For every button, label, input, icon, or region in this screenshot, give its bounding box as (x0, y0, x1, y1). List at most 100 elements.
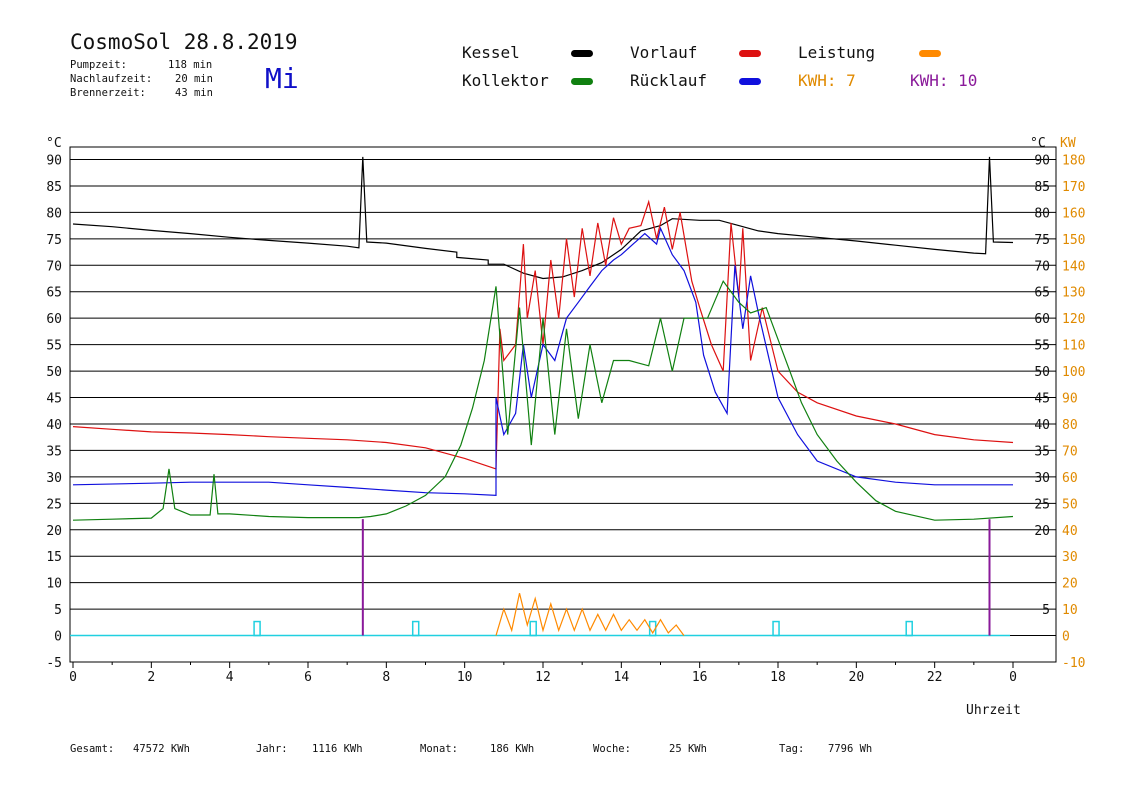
y-axis-unit-left: °C (46, 136, 62, 151)
page-title: CosmoSol 28.8.2019 (70, 30, 298, 54)
y-tick-label-kw: -10 (1062, 656, 1085, 671)
y-tick-label-kw: 0 (1062, 630, 1070, 645)
legend-vorlauf-swatch (739, 50, 761, 57)
y-tick-label-right: 60 (1034, 312, 1050, 327)
legend-kollektor-label: Kollektor (462, 71, 549, 90)
y-tick-label-kw: 80 (1062, 418, 1078, 433)
y-axis-kw-label: KW (1060, 136, 1076, 151)
y-tick-label-left: -5 (46, 656, 62, 671)
weekday-label: Mi (265, 62, 299, 95)
legend-kwh-purple: KWH: 10 (910, 71, 978, 90)
y-tick-label-kw: 130 (1062, 286, 1085, 301)
y-tick-label-right: 55 (1034, 339, 1050, 354)
y-tick-label-right: 45 (1034, 392, 1050, 407)
y-tick-label-kw: 20 (1062, 577, 1078, 592)
y-tick-label-left: 50 (46, 365, 62, 380)
y-tick-label-right: 70 (1034, 259, 1050, 274)
pump-pulse (411, 620, 420, 637)
series-line-leistung (495, 593, 685, 636)
x-tick-label: 20 (849, 670, 865, 685)
pump-pulse (253, 620, 261, 637)
pump-time-value: 118 min (168, 59, 213, 71)
month-value: 186 KWh (490, 743, 535, 755)
legend-ruecklauf-label: Rücklauf (630, 71, 708, 90)
series-line-kollektor (72, 279, 1014, 521)
y-tick-label-right: 25 (1034, 497, 1050, 512)
pump-pulse (905, 620, 913, 637)
y-tick-label-left: 25 (46, 497, 62, 512)
y-tick-label-right: 40 (1034, 418, 1050, 433)
y-tick-label-kw: 110 (1062, 339, 1085, 354)
x-tick-label: 14 (614, 670, 630, 685)
x-tick-label: 0 (1009, 670, 1017, 685)
y-tick-label-right: 80 (1034, 206, 1050, 221)
y-tick-label-kw: 90 (1062, 392, 1078, 407)
legend-kessel-label: Kessel (462, 43, 520, 62)
day-total-value: 7796 Wh (828, 743, 873, 755)
afterrun-time-label: Nachlaufzeit: (70, 73, 153, 85)
x-tick-label: 0 (69, 670, 77, 685)
plot-frame (69, 146, 1057, 663)
y-tick-label-left: 20 (46, 524, 62, 539)
y-tick-label-left: 45 (46, 392, 62, 407)
week-label: Woche: (593, 743, 631, 755)
y-tick-label-right: 65 (1034, 286, 1050, 301)
y-tick-label-right: 85 (1034, 180, 1050, 195)
y-tick-label-right: 20 (1034, 524, 1050, 539)
total-value: 47572 KWh (133, 743, 190, 755)
y-tick-label-kw: 70 (1062, 444, 1078, 459)
y-tick-label-left: 75 (46, 233, 62, 248)
y-tick-label-left: 0 (54, 630, 62, 645)
y-tick-label-right: 90 (1034, 154, 1050, 169)
x-tick-label: 18 (770, 670, 786, 685)
legend-leistung-swatch (919, 50, 941, 57)
x-tick-label: 4 (226, 670, 234, 685)
legend-vorlauf-label: Vorlauf (630, 43, 698, 62)
y-tick-label-left: 65 (46, 286, 62, 301)
y-tick-label-left: 35 (46, 444, 62, 459)
year-value: 1116 KWh (312, 743, 363, 755)
y-tick-label-left: 90 (46, 154, 62, 169)
legend-kessel-swatch (571, 50, 593, 57)
y-tick-label-left: 60 (46, 312, 62, 327)
afterrun-time-value: 20 min (175, 73, 213, 85)
y-axis-unit-right: °C (1030, 136, 1046, 151)
day-total-label: Tag: (779, 743, 805, 755)
burner-time-label: Brennerzeit: (70, 87, 146, 99)
y-tick-label-left: 80 (46, 206, 62, 221)
y-tick-label-left: 10 (46, 577, 62, 592)
x-tick-label: 8 (382, 670, 390, 685)
legend-leistung-label: Leistung (798, 43, 876, 62)
y-tick-label-left: 15 (46, 550, 62, 565)
series-line-vorlauf (72, 199, 1014, 470)
y-tick-label-right: 35 (1034, 444, 1050, 459)
y-tick-label-kw: 120 (1062, 312, 1085, 327)
y-tick-label-kw: 160 (1062, 206, 1085, 221)
legend-kollektor-swatch (571, 78, 593, 85)
y-tick-label-right: 50 (1034, 365, 1050, 380)
x-tick-label: 2 (147, 670, 155, 685)
y-tick-label-right: 30 (1034, 471, 1050, 486)
pump-time-label: Pumpzeit: (70, 59, 127, 71)
y-tick-label-kw: 50 (1062, 497, 1078, 512)
month-label: Monat: (420, 743, 458, 755)
y-tick-label-kw: 140 (1062, 259, 1085, 274)
y-tick-label-kw: 40 (1062, 524, 1078, 539)
series-line-kessel (72, 156, 1014, 280)
y-tick-label-right: 5 (1042, 603, 1050, 618)
legend-kwh-orange: KWH: 7 (798, 71, 856, 90)
y-tick-label-kw: 60 (1062, 471, 1078, 486)
x-tick-label: 16 (692, 670, 708, 685)
series-line-ruecklauf (72, 226, 1013, 497)
y-tick-label-left: 85 (46, 180, 62, 195)
y-tick-label-kw: 10 (1062, 603, 1078, 618)
x-tick-label: 6 (304, 670, 312, 685)
y-tick-label-left: 40 (46, 418, 62, 433)
x-tick-label: 10 (457, 670, 473, 685)
y-tick-label-kw: 30 (1062, 550, 1078, 565)
y-tick-label-kw: 170 (1062, 180, 1085, 195)
burner-time-value: 43 min (175, 87, 213, 99)
y-tick-label-left: 5 (54, 603, 62, 618)
pump-pulse (529, 620, 537, 637)
x-tick-label: 12 (535, 670, 551, 685)
